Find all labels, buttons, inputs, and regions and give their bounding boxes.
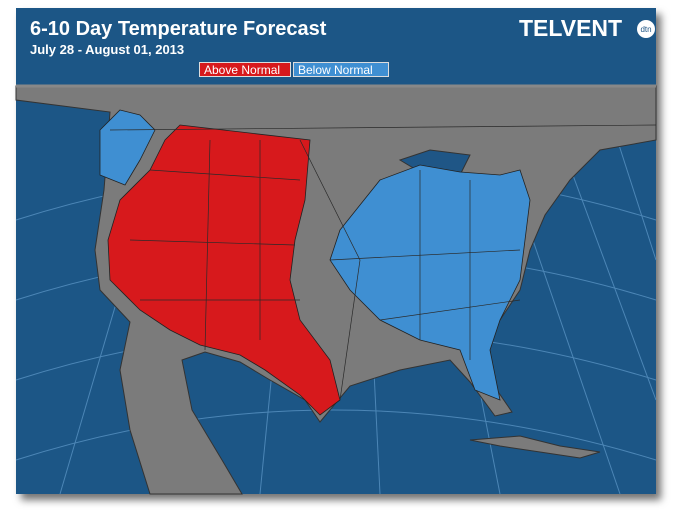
- state-lines: [109, 124, 657, 401]
- below-normal-region-northwest: [99, 109, 156, 186]
- legend-item: Above Normal: [199, 62, 291, 77]
- state-borders: [129, 139, 521, 401]
- logo-badge-circle: [637, 20, 655, 38]
- above-normal-region: [107, 124, 341, 416]
- canada-border: [109, 124, 657, 131]
- title: 6-10 Day Temperature Forecast: [30, 18, 327, 40]
- logo-badge: dtn: [640, 25, 651, 34]
- legend-item: Below Normal: [293, 62, 389, 77]
- logo: TELVENT: [519, 15, 622, 41]
- subtitle: July 28 - August 01, 2013: [30, 42, 185, 57]
- cuba: [469, 435, 601, 459]
